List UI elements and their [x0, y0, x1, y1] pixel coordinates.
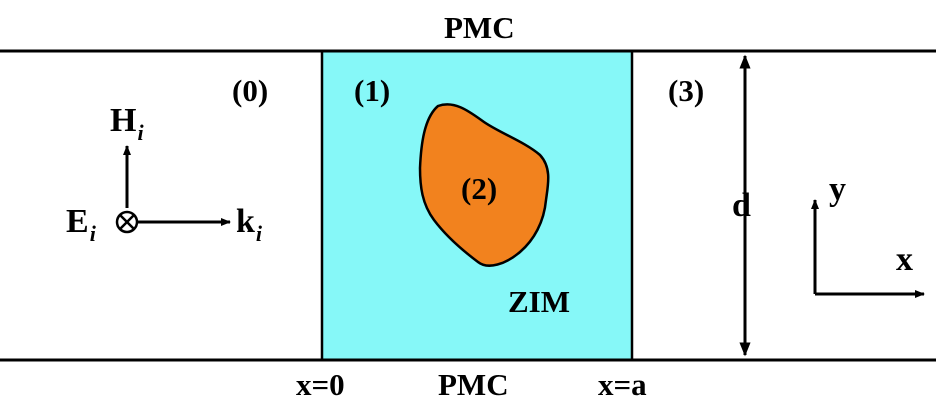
h-field-label: Hi [110, 102, 144, 145]
e-field-label: Ei [66, 203, 97, 246]
region-2-label: (2) [461, 171, 497, 206]
zim-label: ZIM [508, 284, 570, 319]
xa-label: x=a [598, 367, 647, 402]
bottom-pmc-label: PMC [438, 367, 509, 402]
top-pmc-label: PMC [444, 10, 515, 45]
k-vector-label: ki [236, 203, 263, 246]
x-axis-label: x [896, 241, 913, 278]
e-field-into-page-icon [115, 210, 139, 234]
region-3-label: (3) [668, 73, 704, 108]
inclusion-shape [418, 103, 550, 267]
region-0-label: (0) [232, 73, 268, 108]
x0-label: x=0 [296, 367, 345, 402]
region-1-label: (1) [354, 73, 390, 108]
y-axis-label: y [829, 171, 846, 208]
width-label: d [732, 187, 751, 224]
